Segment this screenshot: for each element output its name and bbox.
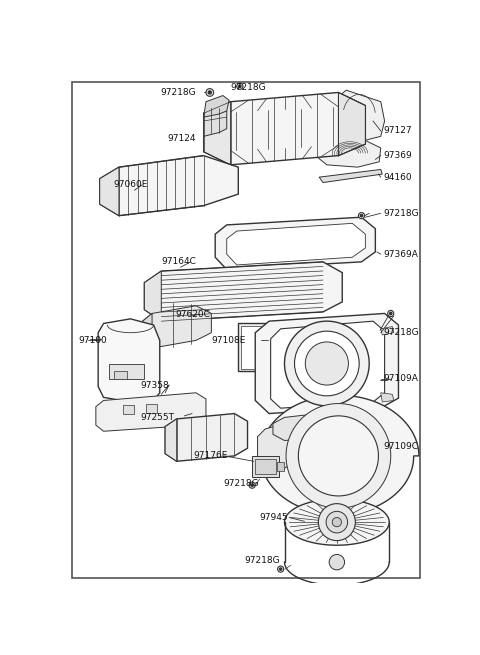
Circle shape bbox=[390, 312, 392, 314]
Polygon shape bbox=[338, 92, 365, 156]
Polygon shape bbox=[261, 395, 419, 515]
Text: 97218G: 97218G bbox=[244, 556, 280, 565]
Polygon shape bbox=[140, 306, 211, 348]
Circle shape bbox=[251, 484, 253, 486]
Circle shape bbox=[206, 88, 214, 96]
Text: 97060E: 97060E bbox=[114, 180, 148, 189]
Circle shape bbox=[326, 512, 348, 533]
Polygon shape bbox=[98, 319, 160, 402]
Polygon shape bbox=[100, 156, 238, 215]
Polygon shape bbox=[271, 321, 384, 408]
Polygon shape bbox=[204, 92, 365, 165]
Polygon shape bbox=[315, 139, 381, 167]
Polygon shape bbox=[258, 424, 294, 473]
Circle shape bbox=[237, 83, 243, 89]
Circle shape bbox=[388, 310, 394, 316]
Circle shape bbox=[305, 342, 348, 385]
Text: 97108E: 97108E bbox=[211, 336, 246, 345]
Bar bbox=[109, 364, 144, 379]
Text: 97358: 97358 bbox=[141, 381, 169, 390]
Bar bbox=[146, 403, 157, 413]
Circle shape bbox=[295, 331, 359, 396]
Circle shape bbox=[249, 482, 255, 488]
Circle shape bbox=[332, 517, 341, 527]
Circle shape bbox=[208, 91, 211, 94]
Bar bbox=[114, 371, 127, 379]
Polygon shape bbox=[140, 314, 152, 348]
Polygon shape bbox=[335, 90, 384, 140]
Polygon shape bbox=[165, 419, 177, 461]
Circle shape bbox=[286, 403, 391, 508]
Bar bbox=[277, 462, 285, 472]
Polygon shape bbox=[204, 102, 230, 165]
Polygon shape bbox=[215, 217, 375, 270]
Polygon shape bbox=[285, 499, 389, 545]
Text: 97945: 97945 bbox=[260, 513, 288, 522]
Text: 97100: 97100 bbox=[78, 336, 107, 345]
Text: 94160: 94160 bbox=[383, 173, 412, 181]
Text: 97176E: 97176E bbox=[193, 451, 228, 460]
Text: 97127: 97127 bbox=[383, 126, 412, 136]
Text: 97218G: 97218G bbox=[383, 328, 419, 337]
Circle shape bbox=[329, 555, 345, 570]
Text: 97109C: 97109C bbox=[383, 442, 418, 451]
Polygon shape bbox=[381, 327, 394, 335]
Polygon shape bbox=[273, 411, 354, 441]
Circle shape bbox=[285, 321, 369, 406]
Text: 97218G: 97218G bbox=[383, 209, 419, 218]
Polygon shape bbox=[319, 170, 382, 183]
Text: 97218G: 97218G bbox=[230, 83, 266, 92]
Text: 97218G: 97218G bbox=[223, 479, 259, 488]
Text: 97218G: 97218G bbox=[160, 88, 196, 97]
Text: 97369: 97369 bbox=[383, 151, 412, 160]
Text: 97164C: 97164C bbox=[161, 257, 196, 267]
Bar bbox=[123, 405, 134, 415]
Text: 97109A: 97109A bbox=[383, 375, 418, 383]
Bar bbox=[252, 456, 279, 477]
Circle shape bbox=[360, 214, 363, 217]
Polygon shape bbox=[96, 393, 206, 431]
Bar bbox=[238, 324, 267, 371]
Text: 97620C: 97620C bbox=[175, 310, 210, 319]
Polygon shape bbox=[100, 167, 119, 215]
Polygon shape bbox=[227, 223, 365, 265]
Text: 97124: 97124 bbox=[168, 134, 196, 143]
Polygon shape bbox=[255, 314, 398, 413]
Circle shape bbox=[277, 566, 284, 572]
Circle shape bbox=[318, 504, 355, 540]
Text: 97255T: 97255T bbox=[141, 413, 175, 422]
Text: 97369A: 97369A bbox=[383, 250, 418, 259]
Bar bbox=[255, 459, 276, 474]
Polygon shape bbox=[204, 108, 227, 136]
Polygon shape bbox=[144, 271, 161, 321]
Polygon shape bbox=[204, 96, 229, 117]
Polygon shape bbox=[144, 262, 342, 321]
Polygon shape bbox=[165, 413, 248, 461]
Circle shape bbox=[359, 213, 365, 219]
Circle shape bbox=[239, 85, 241, 88]
Polygon shape bbox=[381, 393, 394, 402]
Circle shape bbox=[279, 568, 282, 571]
Circle shape bbox=[299, 416, 378, 496]
Bar bbox=[240, 326, 265, 369]
